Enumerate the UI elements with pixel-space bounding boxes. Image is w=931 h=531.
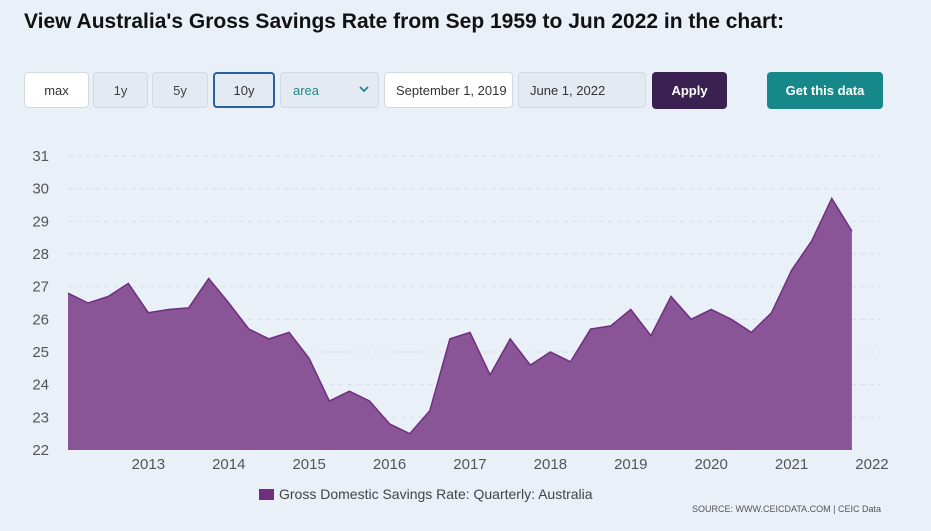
x-tick-label: 2014: [212, 456, 245, 473]
x-tick-label: 2019: [614, 456, 647, 473]
x-tick-label: 2018: [534, 456, 567, 473]
y-tick-label: 30: [32, 181, 49, 198]
x-tick-label: 2021: [775, 456, 808, 473]
y-tick-label: 27: [32, 279, 49, 296]
y-tick-label: 28: [32, 246, 49, 263]
y-axis: 22 23 24 25 26 27 28 29 30 31: [32, 148, 49, 459]
x-tick-label: 2016: [373, 456, 406, 473]
x-tick-label: 2017: [453, 456, 486, 473]
legend-label: Gross Domestic Savings Rate: Quarterly: …: [279, 486, 593, 502]
range-max-button[interactable]: max: [24, 72, 89, 108]
page-title: View Australia's Gross Savings Rate from…: [24, 10, 785, 33]
y-tick-label: 25: [32, 344, 49, 361]
x-axis: 2013 2014 2015 2016 2017 2018 2019 2020 2021 2022: [132, 456, 889, 473]
chart-legend[interactable]: Gross Domestic Savings Rate: Quarterly: …: [259, 486, 593, 502]
x-tick-label: 2022: [855, 456, 888, 473]
range-1y-button[interactable]: 1y: [93, 72, 148, 108]
chart-type-value: area: [293, 82, 320, 98]
y-tick-label: 24: [32, 377, 49, 394]
y-tick-label: 23: [32, 409, 49, 426]
chart-series: [67, 196, 853, 450]
end-date-input[interactable]: June 1, 2022: [518, 72, 646, 108]
y-tick-label: 22: [32, 442, 49, 459]
chevron-down-icon: [359, 86, 369, 93]
start-date-input[interactable]: September 1, 2019: [384, 72, 513, 108]
source-note: SOURCE: WWW.CEICDATA.COM | CEIC Data: [691, 504, 881, 514]
series-line: [67, 196, 853, 435]
apply-button[interactable]: Apply: [652, 72, 727, 109]
chart-type-select[interactable]: area: [280, 72, 379, 108]
y-tick-label: 26: [32, 311, 49, 328]
x-tick-label: 2013: [132, 456, 165, 473]
legend-swatch: [259, 488, 274, 500]
get-data-button[interactable]: Get this data: [767, 72, 883, 109]
x-tick-label: 2015: [292, 456, 325, 473]
range-5y-button[interactable]: 5y: [152, 72, 208, 108]
y-tick-label: 31: [32, 148, 49, 165]
y-tick-label: 29: [32, 213, 49, 230]
range-10y-button[interactable]: 10y: [213, 72, 275, 108]
series-area: [68, 198, 852, 450]
x-tick-label: 2020: [694, 456, 727, 473]
